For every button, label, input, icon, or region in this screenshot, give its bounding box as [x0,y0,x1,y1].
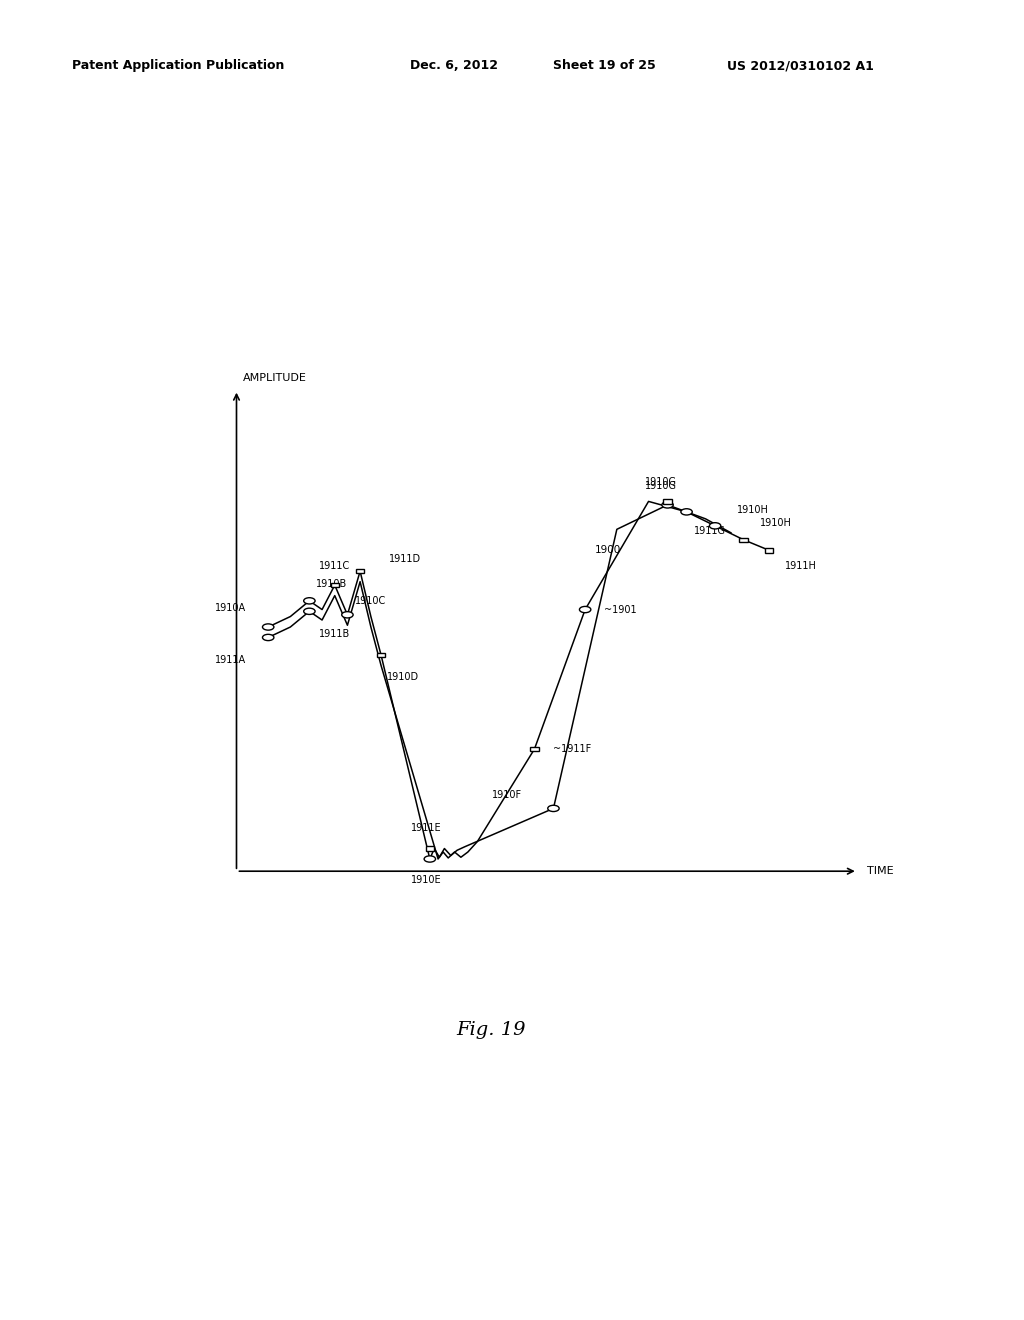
Text: 1911A: 1911A [215,655,246,665]
Text: 1910A: 1910A [215,603,246,612]
Bar [765,548,773,553]
Text: AMPLITUDE: AMPLITUDE [243,372,307,383]
Text: 1911B: 1911B [318,628,350,639]
Text: 1900: 1900 [595,545,621,556]
Circle shape [662,502,673,508]
Text: Patent Application Publication: Patent Application Publication [72,59,284,73]
Text: 1910H: 1910H [737,506,769,515]
Text: ~1901: ~1901 [604,605,637,615]
Text: US 2012/0310102 A1: US 2012/0310102 A1 [727,59,873,73]
Bar [664,499,672,504]
Circle shape [262,624,273,630]
Bar [377,652,385,657]
Circle shape [304,598,315,605]
Circle shape [342,611,353,618]
Text: 1911C: 1911C [319,561,350,572]
Text: 1910D: 1910D [387,672,420,682]
Circle shape [681,508,692,515]
Text: 1911D: 1911D [389,554,421,564]
Text: 1910H: 1910H [760,517,792,528]
Bar [426,846,434,851]
Text: 1910B: 1910B [315,578,347,589]
Text: 1910G: 1910G [645,480,677,491]
Text: 1910C: 1910C [355,597,386,606]
Text: 1910F: 1910F [492,789,522,800]
Bar [739,537,748,543]
Bar [331,583,339,587]
Bar [530,747,539,751]
Bar [356,569,365,573]
Circle shape [304,609,315,614]
Text: 1910G: 1910G [645,478,677,487]
Text: ~1911F: ~1911F [553,744,592,754]
Text: 1911G: 1911G [694,525,726,536]
Text: 1911H: 1911H [784,561,817,570]
Circle shape [548,805,559,812]
Circle shape [424,855,435,862]
Text: Fig. 19: Fig. 19 [457,1020,526,1039]
Circle shape [262,635,273,640]
Circle shape [580,606,591,612]
Text: Dec. 6, 2012: Dec. 6, 2012 [410,59,498,73]
Text: TIME: TIME [867,866,894,876]
Text: Sheet 19 of 25: Sheet 19 of 25 [553,59,655,73]
Text: 1911E: 1911E [412,822,442,833]
Circle shape [710,523,721,529]
Text: 1910E: 1910E [412,875,442,884]
